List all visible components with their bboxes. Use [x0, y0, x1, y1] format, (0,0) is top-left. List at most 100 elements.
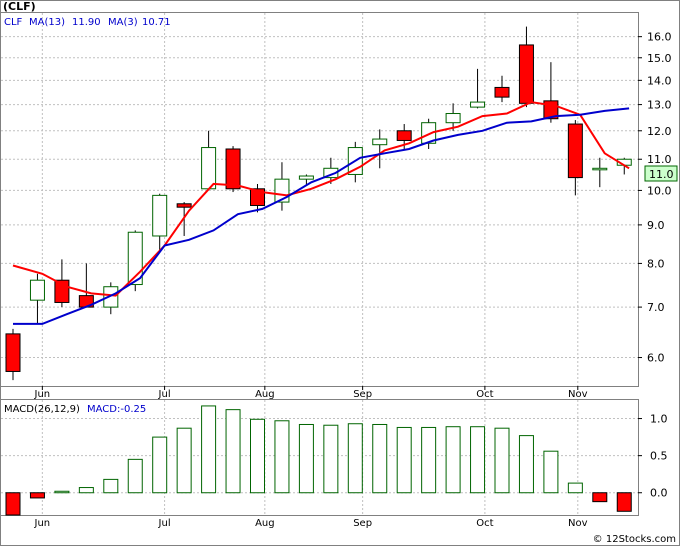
- price-xtick-label: Sep: [353, 389, 372, 400]
- candle-body: [5, 333, 21, 372]
- price-layer: [5, 26, 632, 381]
- candle: [445, 103, 461, 131]
- ticker-title: (CLF): [3, 0, 36, 13]
- candle-body: [494, 86, 510, 98]
- candle: [152, 193, 168, 252]
- legend-ma13-label: MA(13): [29, 17, 65, 28]
- candle: [592, 157, 608, 188]
- macd-bar: [518, 435, 534, 494]
- price-xtick-label: Jun: [34, 389, 51, 400]
- macd-bar: [78, 487, 94, 494]
- macd-bar: [616, 492, 632, 512]
- candle-body: [445, 113, 461, 124]
- candle-body: [127, 231, 143, 286]
- candle-body: [274, 178, 290, 203]
- candle: [396, 124, 412, 151]
- macd-bar: [323, 424, 339, 494]
- candle-body: [152, 194, 168, 237]
- macd-xtick-label: Jun: [34, 518, 51, 529]
- candle: [567, 120, 583, 196]
- candle-body: [323, 167, 339, 179]
- legend-ma3-value: 10.71: [142, 17, 171, 28]
- macd-bar: [103, 478, 119, 494]
- candle-body: [176, 203, 192, 208]
- candle: [5, 328, 21, 381]
- macd-bar: [250, 418, 265, 494]
- macd-bar: [201, 405, 217, 494]
- watermark: © 12Stocks.com: [593, 534, 676, 545]
- candle-body: [298, 175, 314, 180]
- candle-body: [396, 130, 412, 141]
- price-ytick-label: 10.0: [647, 184, 672, 197]
- legend-ma13-value: 11.90: [72, 17, 101, 28]
- candle-body: [103, 286, 119, 308]
- macd-bar: [298, 423, 314, 494]
- candle: [323, 157, 339, 184]
- axis-layer: 6.0 7.0 8.0 9.0 10.0 11.0 12.0 13.0 14.0 15.0 16.0…: [34, 31, 672, 529]
- candle-body: [421, 122, 437, 144]
- candle-body: [567, 123, 583, 179]
- macd-legend-value: MACD:-0.25: [87, 404, 146, 415]
- macd-layer: [5, 405, 632, 516]
- legend-symbol: CLF: [4, 17, 23, 28]
- macd-bar: [347, 423, 363, 494]
- price-ytick-label: 13.0: [647, 99, 672, 112]
- macd-bar: [127, 458, 143, 494]
- macd-ytick-label: 0.0: [650, 487, 668, 500]
- price-ytick-label: 8.0: [647, 257, 665, 270]
- macd-xtick-label: Nov: [568, 518, 588, 529]
- price-xtick-label: Jul: [158, 389, 171, 400]
- price-ytick-label: 16.0: [647, 31, 672, 44]
- macd-xtick-label: Jul: [158, 518, 171, 529]
- legend-ma3-label: MA(3): [108, 17, 138, 28]
- macd-bar: [225, 409, 241, 494]
- macd-ytick-label: 0.5: [650, 450, 668, 463]
- price-panel: [0, 12, 639, 387]
- macd-bar: [592, 492, 608, 503]
- ma13-line: [13, 107, 630, 325]
- candle: [470, 68, 486, 109]
- macd-bar: [29, 492, 45, 499]
- price-xtick-label: Aug: [255, 389, 275, 400]
- candle: [29, 273, 45, 324]
- last-price-label: 11.0: [649, 168, 674, 181]
- macd-xtick-label: Sep: [353, 518, 372, 529]
- price-ytick-label: 6.0: [647, 352, 665, 365]
- candle-body: [592, 167, 608, 171]
- macd-bar: [274, 420, 290, 494]
- price-ytick-label: 9.0: [647, 219, 665, 232]
- candle-body: [250, 188, 265, 206]
- price-ytick-label: 11.0: [647, 153, 672, 166]
- price-ytick-label: 14.0: [647, 74, 672, 87]
- macd-bar: [5, 492, 21, 516]
- candle: [372, 129, 388, 169]
- macd-bar: [543, 450, 559, 494]
- macd-bar: [372, 423, 388, 494]
- candle-body: [201, 147, 217, 190]
- candle-body: [225, 148, 241, 190]
- candle: [298, 174, 314, 186]
- macd-xtick-label: Aug: [255, 518, 275, 529]
- price-ytick-label: 12.0: [647, 125, 672, 138]
- macd-bar: [421, 426, 437, 494]
- macd-legend-label: MACD(26,12,9): [4, 404, 80, 415]
- macd-bar: [54, 490, 70, 494]
- candle-body: [372, 138, 388, 146]
- candle: [103, 282, 119, 315]
- macd-ytick-label: 1.0: [650, 413, 668, 426]
- macd-bar: [567, 482, 583, 494]
- candle-body: [470, 101, 486, 108]
- macd-bar: [176, 427, 192, 494]
- macd-panel: [0, 399, 639, 516]
- price-xtick-label: Nov: [568, 389, 588, 400]
- macd-bar: [445, 426, 461, 494]
- candle: [274, 162, 290, 211]
- candle: [494, 75, 510, 103]
- macd-bar: [396, 426, 412, 494]
- candle-body: [29, 279, 45, 301]
- price-ytick-label: 15.0: [647, 52, 672, 65]
- macd-bar: [470, 426, 486, 494]
- macd-bar: [152, 436, 168, 494]
